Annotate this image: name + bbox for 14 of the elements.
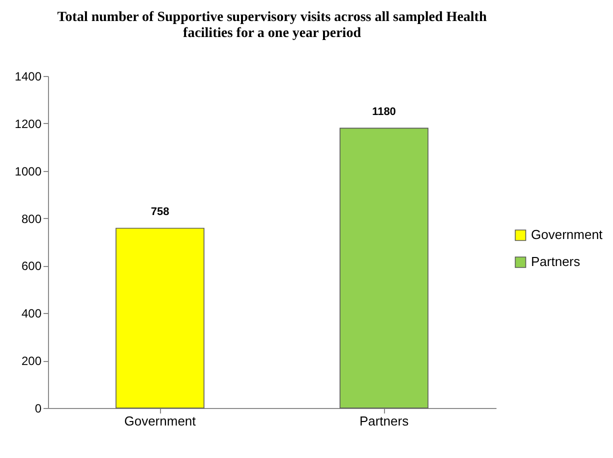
legend-label: Government	[531, 227, 603, 242]
text: Total number of Supportive supervisory visits across all sampled Health	[57, 10, 487, 25]
y-tick-label: 200	[21, 354, 42, 368]
y-tick-label: 0	[34, 402, 42, 416]
y-tick-label: 600	[21, 259, 42, 274]
data-label: 758	[150, 206, 170, 218]
legend-label: Partners	[531, 254, 581, 270]
y-tick-label: 800	[21, 212, 42, 226]
y-tick-label: 400	[21, 306, 42, 321]
y-tick-label: 1200	[14, 116, 42, 131]
y-tick-label: 1000	[14, 164, 42, 178]
y-tick-label: 1400	[14, 70, 42, 84]
text: facilities for a one year period	[183, 26, 361, 41]
data-label: 1180	[372, 106, 396, 118]
